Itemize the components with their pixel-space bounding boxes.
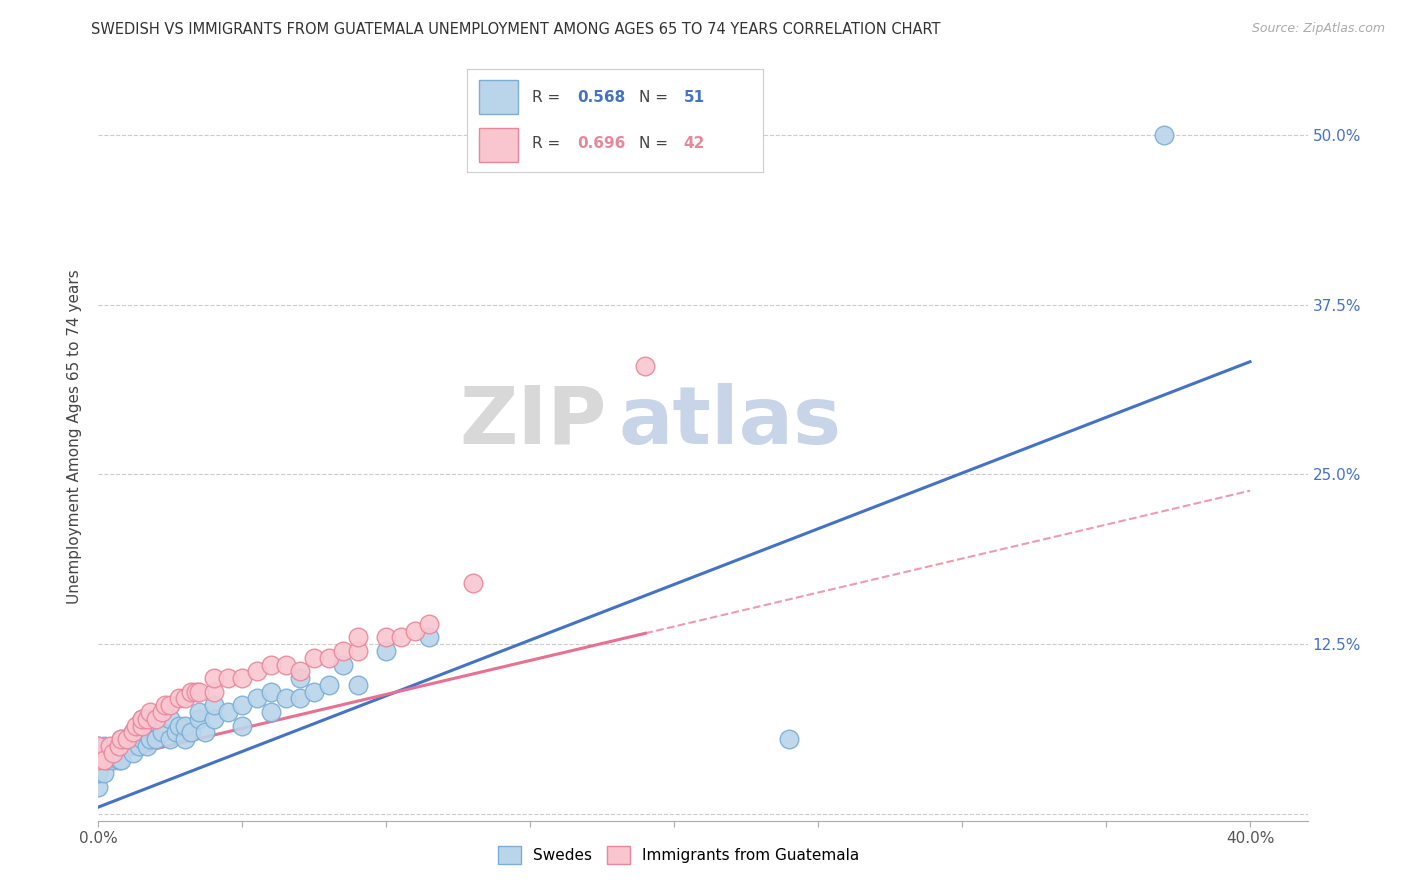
Point	[202, 698, 225, 713]
Point	[304, 684, 326, 698]
Point	[125, 718, 148, 732]
Point	[96, 753, 118, 767]
Text: atlas: atlas	[619, 383, 841, 461]
Point	[260, 684, 283, 698]
Point	[180, 684, 202, 698]
Point	[87, 739, 110, 753]
Point	[186, 684, 208, 698]
Point	[288, 671, 311, 685]
Point	[461, 576, 484, 591]
Point	[304, 650, 326, 665]
Point	[122, 725, 145, 739]
Point	[1153, 128, 1175, 142]
Point	[375, 631, 398, 645]
Point	[145, 712, 167, 726]
Point	[131, 712, 153, 726]
Point	[122, 725, 145, 739]
Point	[173, 732, 195, 747]
Point	[136, 739, 159, 753]
Point	[159, 732, 181, 747]
Point	[131, 732, 153, 747]
Point	[346, 644, 368, 658]
Point	[107, 753, 129, 767]
Point	[136, 718, 159, 732]
Point	[202, 684, 225, 698]
Point	[145, 732, 167, 747]
Point	[260, 705, 283, 719]
Text: Source: ZipAtlas.com: Source: ZipAtlas.com	[1251, 22, 1385, 36]
Point	[139, 705, 162, 719]
Point	[87, 753, 110, 767]
Point	[246, 691, 269, 706]
Point	[188, 712, 211, 726]
Point	[93, 766, 115, 780]
Text: SWEDISH VS IMMIGRANTS FROM GUATEMALA UNEMPLOYMENT AMONG AGES 65 TO 74 YEARS CORR: SWEDISH VS IMMIGRANTS FROM GUATEMALA UNE…	[91, 22, 941, 37]
Point	[778, 732, 800, 747]
Point	[274, 691, 297, 706]
Point	[173, 691, 195, 706]
Legend: Swedes, Immigrants from Guatemala: Swedes, Immigrants from Guatemala	[492, 839, 866, 871]
Point	[139, 732, 162, 747]
Point	[159, 712, 181, 726]
Point	[87, 766, 110, 780]
Y-axis label: Unemployment Among Ages 65 to 74 years: Unemployment Among Ages 65 to 74 years	[67, 269, 83, 605]
Point	[131, 718, 153, 732]
Point	[101, 746, 124, 760]
Point	[418, 616, 440, 631]
Point	[260, 657, 283, 672]
Point	[122, 746, 145, 760]
Point	[318, 650, 340, 665]
Point	[217, 705, 239, 719]
Point	[110, 753, 132, 767]
Point	[153, 698, 176, 713]
Point	[231, 718, 253, 732]
Point	[131, 712, 153, 726]
Point	[98, 739, 121, 753]
Point	[188, 705, 211, 719]
Point	[136, 712, 159, 726]
Point	[202, 712, 225, 726]
Point	[87, 753, 110, 767]
Point	[346, 678, 368, 692]
Point	[87, 780, 110, 794]
Point	[110, 732, 132, 747]
Point	[107, 739, 129, 753]
Point	[173, 718, 195, 732]
Point	[115, 739, 138, 753]
Text: ZIP: ZIP	[458, 383, 606, 461]
Point	[288, 691, 311, 706]
Point	[332, 644, 354, 658]
Point	[389, 631, 412, 645]
Point	[217, 671, 239, 685]
Point	[93, 753, 115, 767]
Point	[202, 671, 225, 685]
Point	[332, 657, 354, 672]
Point	[167, 691, 190, 706]
Point	[194, 725, 217, 739]
Point	[101, 753, 124, 767]
Point	[288, 665, 311, 679]
Point	[150, 705, 173, 719]
Point	[87, 739, 110, 753]
Point	[150, 725, 173, 739]
Point	[115, 732, 138, 747]
Point	[167, 718, 190, 732]
Point	[418, 631, 440, 645]
Point	[375, 644, 398, 658]
Point	[180, 725, 202, 739]
Point	[93, 739, 115, 753]
Point	[346, 631, 368, 645]
Point	[159, 698, 181, 713]
Point	[274, 657, 297, 672]
Point	[634, 359, 657, 373]
Point	[188, 684, 211, 698]
Point	[231, 698, 253, 713]
Point	[318, 678, 340, 692]
Point	[404, 624, 426, 638]
Point	[165, 725, 187, 739]
Point	[231, 671, 253, 685]
Point	[128, 739, 150, 753]
Point	[246, 665, 269, 679]
Point	[110, 732, 132, 747]
